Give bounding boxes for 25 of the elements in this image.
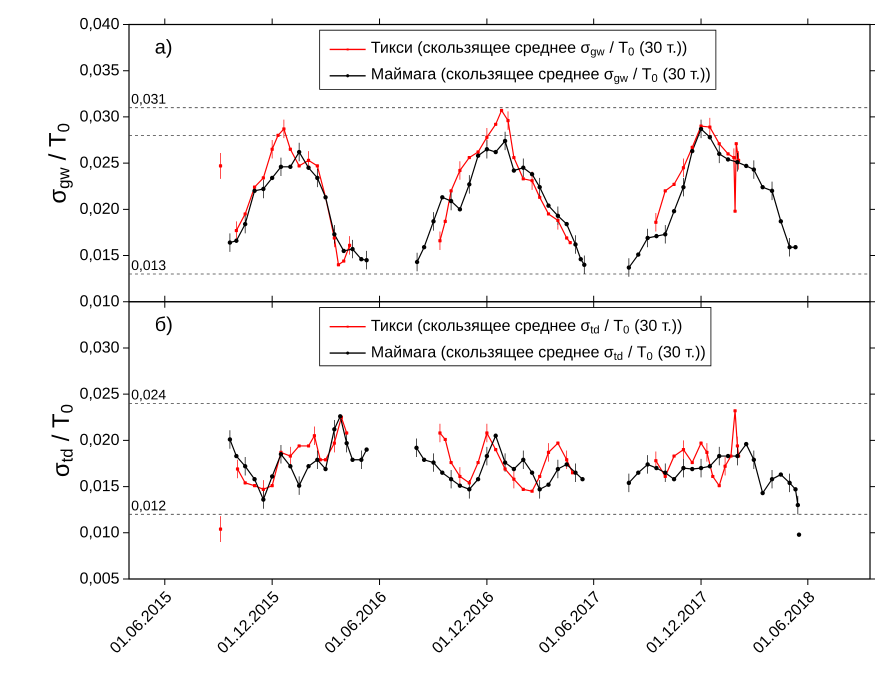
y-tick-label: 0,025 xyxy=(80,156,119,170)
ref-line-label: 0,031 xyxy=(132,94,166,106)
y-axis-title: σ$_{td}$ / T$_{0}$ xyxy=(52,404,73,476)
ref-line-label: 0,024 xyxy=(132,390,166,402)
y-tick-label: 0,010 xyxy=(80,295,119,308)
y-axis-title: σ$_{gw}$ / T$_{0}$ xyxy=(48,124,73,203)
ref-line-label: 0,012 xyxy=(132,500,166,512)
legend-label: Тикси (скользящее среднее σ$_{td}$ / T$_{0}$ (30 т.)) xyxy=(371,319,682,334)
y-tick-label: 0,025 xyxy=(80,388,119,401)
y-tick-label: 0,005 xyxy=(80,572,119,586)
y-tick-label: 0,020 xyxy=(80,434,119,447)
annotation: а) xyxy=(156,39,172,58)
legend-label: Тикси (скользящее среднее σ$_{gw}$ / T$_{0}$ (30 т.)) xyxy=(371,41,686,58)
y-tick-label: 0,035 xyxy=(80,64,119,78)
ref-line-label: 0,013 xyxy=(132,260,166,272)
y-tick-label: 0,010 xyxy=(80,526,119,540)
annotation: б) xyxy=(156,316,172,336)
y-tick-label: 0,030 xyxy=(80,110,119,124)
y-tick-label: 0,020 xyxy=(80,202,119,216)
y-tick-label: 0,030 xyxy=(80,341,119,355)
y-tick-label: 0,015 xyxy=(80,480,119,494)
legend-label: Маймага (скользящее среднее σ$_{gw}$ / T$_{0}$ (30 т.)) xyxy=(372,67,710,84)
y-tick-label: 0,015 xyxy=(80,248,119,262)
legend-label: Маймага (скользящее среднее σ$_{td}$ / T$_{0}$ (30 т.)) xyxy=(372,345,705,361)
y-tick-label: 0,040 xyxy=(80,18,119,32)
